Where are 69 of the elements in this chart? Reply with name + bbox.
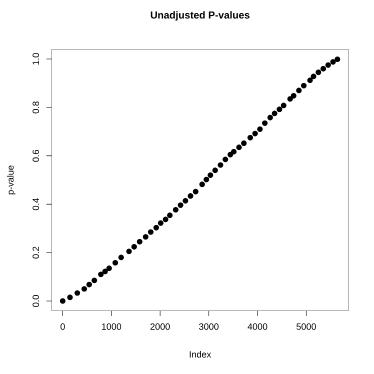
point xyxy=(92,278,98,284)
chart-title: Unadjusted P-values xyxy=(150,11,250,21)
point xyxy=(60,298,66,304)
point xyxy=(136,238,142,245)
point xyxy=(218,162,224,168)
point xyxy=(178,202,184,208)
point xyxy=(230,148,237,154)
point xyxy=(212,168,218,174)
x-tick-label: 1000 xyxy=(102,323,122,330)
point xyxy=(228,152,234,158)
point xyxy=(325,62,331,68)
y-axis-title: p-value xyxy=(7,166,16,194)
point xyxy=(272,110,278,116)
point xyxy=(126,248,132,254)
point xyxy=(267,114,273,120)
point xyxy=(148,229,154,235)
point xyxy=(252,130,258,136)
point xyxy=(208,172,214,178)
point xyxy=(334,56,340,62)
point xyxy=(153,224,160,230)
x-tick-label: 2000 xyxy=(150,323,170,330)
point xyxy=(118,254,124,260)
point xyxy=(330,59,336,65)
point xyxy=(287,96,293,102)
x-tick-label: 5000 xyxy=(296,323,316,330)
point xyxy=(182,198,188,204)
point xyxy=(86,282,92,288)
point xyxy=(162,216,168,222)
point xyxy=(142,234,148,240)
point xyxy=(204,176,210,182)
point xyxy=(320,66,326,72)
point xyxy=(236,144,242,150)
y-tick-label: 1.0 xyxy=(32,53,40,65)
point xyxy=(74,290,80,296)
point xyxy=(112,260,118,266)
point xyxy=(257,126,263,132)
point xyxy=(102,268,108,274)
point xyxy=(290,92,296,99)
y-tick-label: 0.8 xyxy=(32,101,40,114)
point xyxy=(296,88,302,94)
point xyxy=(106,266,112,272)
point xyxy=(192,188,198,194)
point xyxy=(280,102,286,108)
y-tick-label: 0.0 xyxy=(32,295,40,307)
point xyxy=(167,212,173,218)
x-tick-label: 3000 xyxy=(199,323,219,330)
x-tick-label: 0 xyxy=(60,323,65,330)
point xyxy=(247,134,254,140)
point xyxy=(188,193,194,199)
point xyxy=(241,140,247,146)
point xyxy=(307,78,313,84)
x-tick-label: 4000 xyxy=(248,323,268,330)
point xyxy=(172,206,178,213)
point xyxy=(262,120,268,126)
y-tick-label: 0.6 xyxy=(32,150,40,162)
point xyxy=(300,82,307,88)
x-axis-title: Index xyxy=(190,350,212,358)
y-tick-label: 0.2 xyxy=(32,246,40,259)
point xyxy=(67,294,73,300)
point xyxy=(199,182,205,188)
point xyxy=(131,244,137,250)
point xyxy=(276,106,282,112)
point xyxy=(158,220,164,226)
point xyxy=(310,74,316,80)
point xyxy=(81,286,88,292)
point xyxy=(222,156,228,162)
point xyxy=(316,70,322,76)
y-tick-label: 0.4 xyxy=(32,198,40,210)
point xyxy=(98,272,104,278)
